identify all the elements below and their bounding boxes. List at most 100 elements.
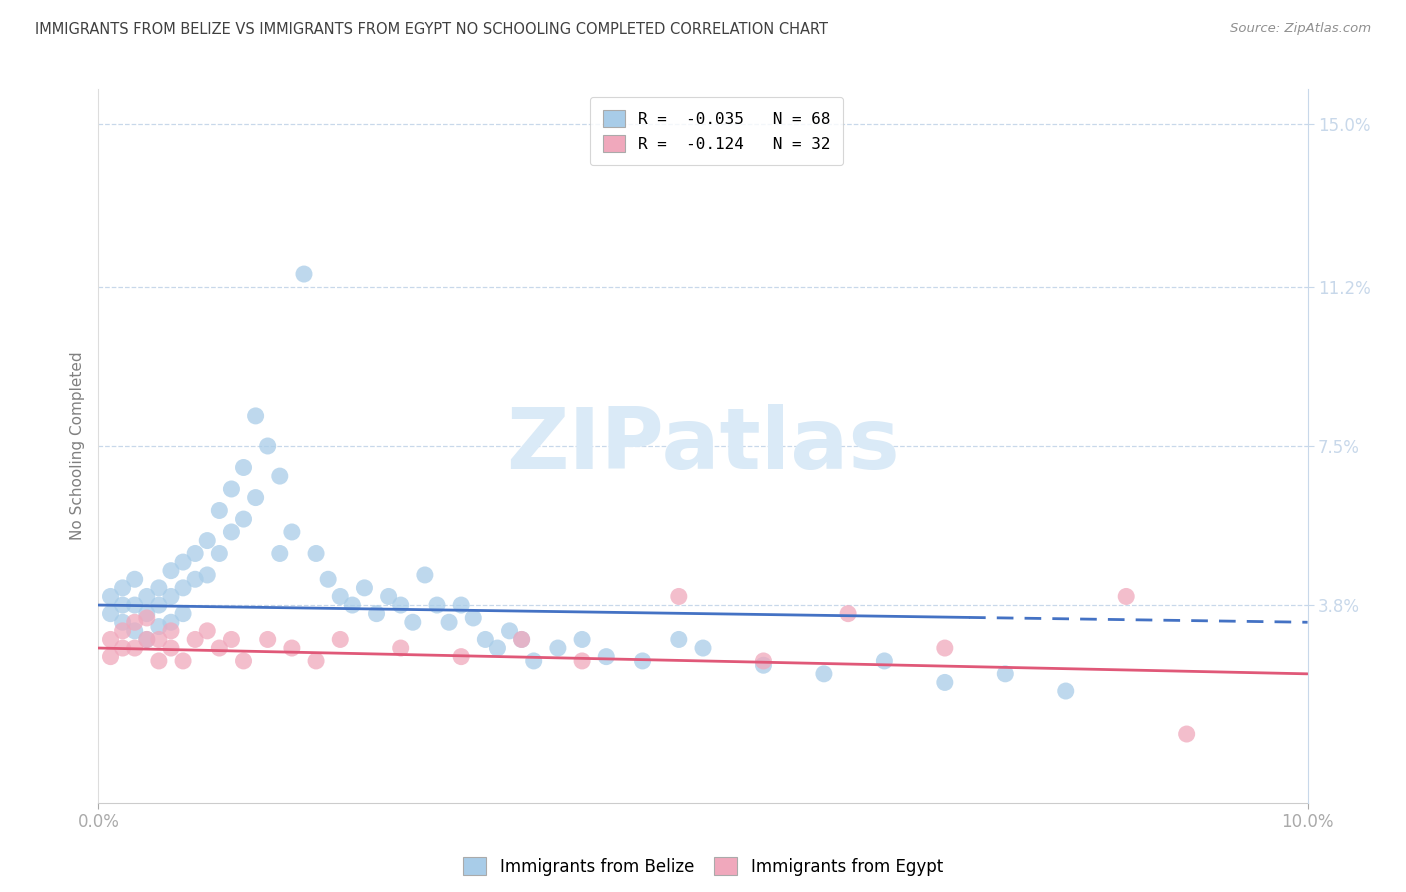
Point <box>1115 590 1137 604</box>
Point <box>353 581 375 595</box>
Point <box>837 607 859 621</box>
Point <box>281 524 304 539</box>
Point <box>100 590 122 604</box>
Point <box>389 641 412 656</box>
Point <box>221 632 243 647</box>
Point <box>124 572 146 586</box>
Point <box>316 572 339 586</box>
Point <box>571 654 593 668</box>
Point <box>366 607 388 621</box>
Point <box>100 649 122 664</box>
Point <box>124 641 146 656</box>
Point <box>148 619 170 633</box>
Point <box>463 611 485 625</box>
Point <box>160 624 183 638</box>
Point <box>135 590 157 604</box>
Point <box>1054 684 1077 698</box>
Point <box>208 546 231 560</box>
Point <box>124 598 146 612</box>
Point <box>208 641 231 656</box>
Text: Source: ZipAtlas.com: Source: ZipAtlas.com <box>1230 22 1371 36</box>
Point <box>474 632 496 647</box>
Point <box>232 512 254 526</box>
Point <box>172 555 194 569</box>
Point <box>148 581 170 595</box>
Point <box>389 598 412 612</box>
Y-axis label: No Schooling Completed: No Schooling Completed <box>69 351 84 541</box>
Point <box>124 624 146 638</box>
Point <box>184 572 207 586</box>
Point <box>994 666 1017 681</box>
Point <box>256 632 278 647</box>
Point <box>668 632 690 647</box>
Point <box>547 641 569 656</box>
Point <box>437 615 460 630</box>
Point <box>305 654 328 668</box>
Point <box>450 598 472 612</box>
Point <box>160 590 183 604</box>
Point <box>135 607 157 621</box>
Point <box>571 632 593 647</box>
Point <box>100 607 122 621</box>
Point <box>124 615 146 630</box>
Legend: Immigrants from Belize, Immigrants from Egypt: Immigrants from Belize, Immigrants from … <box>457 850 949 882</box>
Point <box>111 624 134 638</box>
Point <box>1175 727 1198 741</box>
Point <box>450 649 472 664</box>
Text: ZIPatlas: ZIPatlas <box>506 404 900 488</box>
Point <box>510 632 533 647</box>
Point <box>498 624 520 638</box>
Point <box>292 267 315 281</box>
Point <box>135 611 157 625</box>
Point <box>195 624 218 638</box>
Point <box>245 409 267 423</box>
Point <box>160 564 183 578</box>
Point <box>256 439 278 453</box>
Point <box>342 598 364 612</box>
Point <box>595 649 617 664</box>
Point <box>135 632 157 647</box>
Point <box>195 533 218 548</box>
Point <box>329 590 352 604</box>
Point <box>692 641 714 656</box>
Point <box>813 666 835 681</box>
Point <box>377 590 399 604</box>
Point <box>172 654 194 668</box>
Point <box>413 568 436 582</box>
Point <box>172 607 194 621</box>
Point <box>100 632 122 647</box>
Point <box>510 632 533 647</box>
Point <box>934 641 956 656</box>
Point <box>184 632 207 647</box>
Point <box>486 641 509 656</box>
Point <box>221 524 243 539</box>
Point <box>752 658 775 673</box>
Point <box>221 482 243 496</box>
Point <box>148 654 170 668</box>
Point <box>934 675 956 690</box>
Point <box>402 615 425 630</box>
Point <box>232 654 254 668</box>
Point <box>135 632 157 647</box>
Point <box>148 598 170 612</box>
Point <box>111 615 134 630</box>
Point <box>111 581 134 595</box>
Point <box>148 632 170 647</box>
Point <box>329 632 352 647</box>
Point <box>631 654 654 668</box>
Point <box>668 590 690 604</box>
Point <box>160 615 183 630</box>
Point <box>873 654 896 668</box>
Point <box>184 546 207 560</box>
Point <box>281 641 304 656</box>
Point <box>245 491 267 505</box>
Point <box>111 598 134 612</box>
Point <box>111 641 134 656</box>
Point <box>208 503 231 517</box>
Point <box>426 598 449 612</box>
Point <box>269 469 291 483</box>
Text: IMMIGRANTS FROM BELIZE VS IMMIGRANTS FROM EGYPT NO SCHOOLING COMPLETED CORRELATI: IMMIGRANTS FROM BELIZE VS IMMIGRANTS FRO… <box>35 22 828 37</box>
Point <box>523 654 546 668</box>
Point <box>172 581 194 595</box>
Point <box>752 654 775 668</box>
